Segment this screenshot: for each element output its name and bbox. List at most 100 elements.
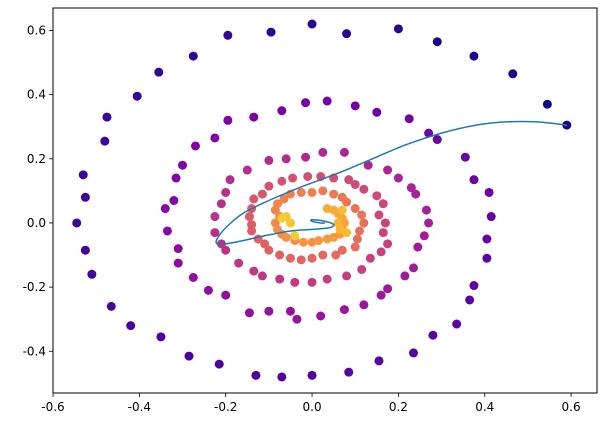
scatter-point [393,173,403,183]
scatter-point [376,290,386,300]
scatter-point [264,181,274,191]
scatter-point [378,199,388,209]
scatter-point [106,301,116,311]
scatter-point [242,165,252,175]
scatter-point [380,218,390,228]
scatter-point [221,290,231,300]
scatter-point [314,236,324,246]
scatter-point [372,191,382,201]
plot-frame [52,7,598,394]
scatter-point [409,263,419,273]
scatter-point [344,367,354,377]
scatter-point [249,112,259,122]
scatter-point [406,183,416,193]
y-tick-label: 0.4 [27,88,46,102]
scatter-point [357,264,367,274]
scatter-point [413,242,423,252]
scatter-point [277,213,287,223]
scatter-point [162,226,172,236]
scatter-point [285,253,295,263]
scatter-point [337,205,347,215]
scatter-point [277,176,287,186]
scatter-point [221,245,231,255]
scatter-point [409,348,419,358]
scatter-point [337,245,347,255]
scatter-point [393,24,403,34]
scatter-point [279,194,289,204]
scatter-point [363,160,373,170]
scatter-point [173,244,183,254]
scatter-point [350,101,360,111]
scatter-point [249,194,259,204]
scatter-point [469,281,479,291]
scatter-point [307,370,317,380]
scatter-point [257,189,267,199]
scatter-point [542,99,552,109]
scatter-point [307,253,317,263]
scatter-point [383,284,393,294]
scatter-point [247,226,257,236]
scatter-points [72,19,572,382]
scatter-point [342,228,352,238]
scatter-point [424,218,434,228]
scatter-point [307,19,317,29]
scatter-point [432,37,442,47]
scatter-point [210,133,220,143]
scatter-point [301,152,311,162]
scatter-point [424,128,434,138]
scatter-point [188,51,198,61]
y-tick-label: 0.6 [27,23,46,37]
y-tick-label: -0.2 [23,280,46,294]
x-tick-label: -0.2 [214,400,237,414]
scatter-point [87,269,97,279]
scatter-point [78,170,88,180]
scatter-point [203,285,213,295]
scatter-point [264,306,274,316]
x-axis: -0.6 -0.4 -0.2 0.0 0.2 0.4 0.6 [41,393,581,414]
scatter-point [275,274,285,284]
scatter-point [188,273,198,282]
scatter-point [303,171,313,181]
scatter-point [307,277,317,287]
scatter-point [285,218,295,228]
scatter-point [329,189,339,199]
y-tick-label: 0.0 [27,216,46,230]
scatter-point [281,232,291,242]
scatter-point [374,210,384,220]
scatter-point [465,295,475,305]
scatter-point [318,186,328,196]
scatter-point [264,155,274,165]
scatter-point [80,245,90,255]
scatter-point [257,271,267,281]
scatter-point [357,210,367,220]
scatter-point [322,96,332,106]
scatter-point [260,239,270,249]
scatter-point [270,205,280,215]
y-axis: -0.4 -0.2 0.0 0.2 0.4 0.6 [23,23,53,358]
scatter-point [344,175,354,185]
series-line [215,120,567,246]
scatter-point [223,115,233,125]
scatter-point [486,212,496,222]
scatter-point [126,321,136,331]
scatter-point [365,253,375,263]
x-tick-label: 0.6 [562,400,581,414]
scatter-point [469,51,479,61]
scatter-point [214,359,224,369]
scatter-point [376,247,386,257]
scatter-point [281,154,291,164]
scatter-point [339,147,349,157]
scatter-point [285,306,295,316]
y-tick-label: 0.2 [27,152,46,166]
scatter-point [277,106,287,116]
scatter-point [296,187,306,197]
scatter-point [80,192,90,202]
scatter-point [316,311,326,321]
scatter-point [277,372,287,382]
scatter-point [178,160,188,170]
scatter-point [318,250,328,260]
scatter-point [404,114,414,124]
scatter-point [249,266,259,276]
scatter-point [359,300,369,310]
